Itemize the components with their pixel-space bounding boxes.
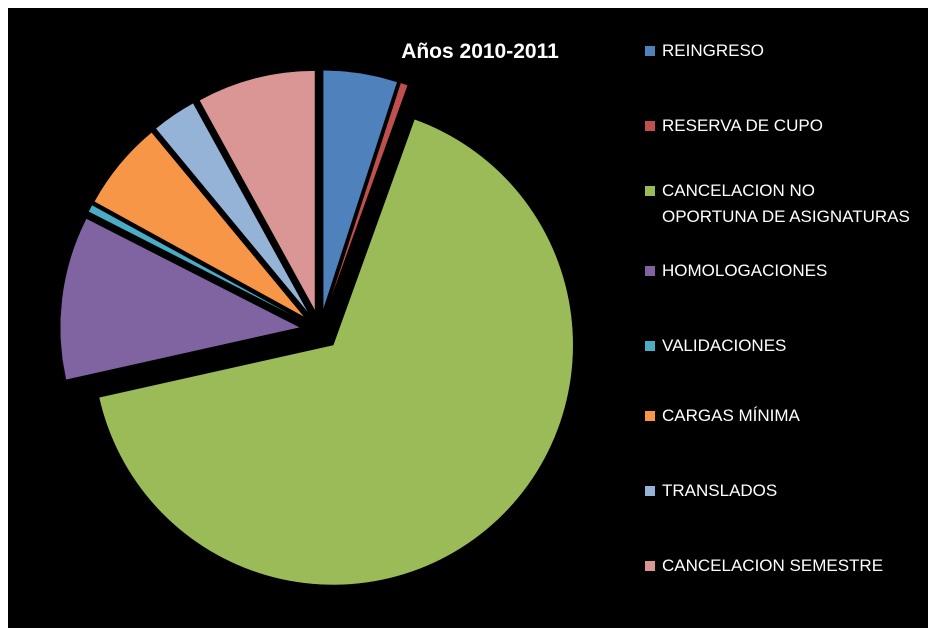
legend-swatch: [645, 561, 655, 571]
pie-slice: [93, 131, 305, 318]
legend-swatch: [645, 341, 655, 351]
pie-slice: [88, 204, 303, 321]
legend-swatch: [645, 46, 655, 56]
pie-slice: [199, 70, 316, 311]
legend-label: TRANSLADOS: [662, 481, 778, 500]
legend-item: CANCELACION NO OPORTUNA DE ASIGNATURAS: [645, 178, 935, 230]
legend-item: CARGAS MÍNIMA: [645, 403, 935, 429]
pie-slice: [98, 118, 574, 586]
legend-swatch: [645, 121, 655, 131]
pie-slice: [155, 102, 309, 314]
legend-label: REINGRESO: [662, 41, 765, 60]
pie-slice: [326, 82, 409, 312]
legend-label: HOMOLOGACIONES: [662, 261, 828, 280]
legend-swatch: [645, 266, 655, 276]
legend-swatch: [645, 486, 655, 496]
legend-item: REINGRESO: [645, 38, 935, 64]
legend-swatch: [645, 411, 655, 421]
legend-item: TRANSLADOS: [645, 478, 935, 504]
legend-label: RESERVA DE CUPO: [662, 116, 823, 135]
legend-swatch: [645, 186, 655, 196]
legend-item: CANCELACION SEMESTRE: [645, 553, 935, 579]
chart-title: Años 2010-2011: [401, 40, 559, 63]
legend-label: CARGAS MÍNIMA: [662, 406, 800, 425]
legend-item: HOMOLOGACIONES: [645, 258, 935, 284]
legend-item: RESERVA DE CUPO: [645, 113, 935, 139]
legend-label: CANCELACION SEMESTRE: [662, 556, 884, 575]
legend-item: VALIDACIONES: [645, 333, 935, 359]
legend-label: CANCELACION NO OPORTUNA DE ASIGNATURAS: [662, 181, 910, 226]
pie-slice: [322, 69, 398, 311]
pie-slice: [59, 218, 301, 381]
legend-label: VALIDACIONES: [662, 336, 787, 355]
